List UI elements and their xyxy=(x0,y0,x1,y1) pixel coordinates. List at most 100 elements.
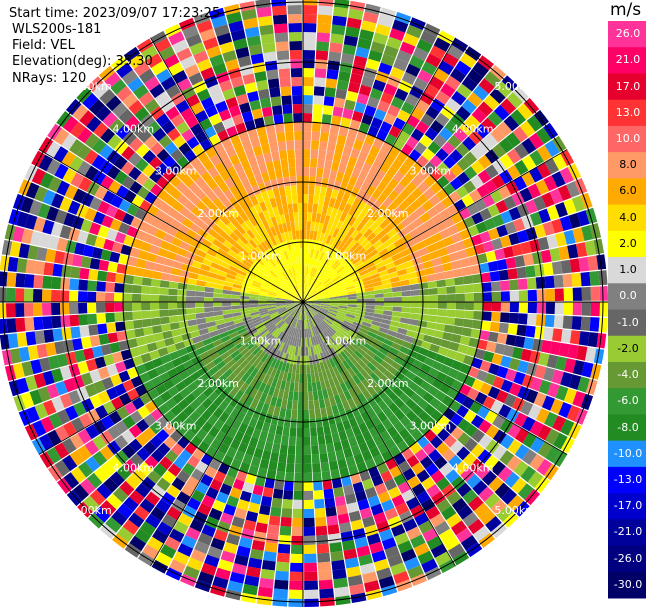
velocity-gate xyxy=(103,477,119,493)
velocity-gate xyxy=(598,270,608,286)
velocity-gate xyxy=(383,302,394,307)
velocity-gate xyxy=(375,422,387,435)
velocity-gate xyxy=(162,155,176,169)
velocity-gate xyxy=(393,420,405,433)
velocity-gate xyxy=(511,243,523,257)
velocity-gate xyxy=(589,223,602,240)
velocity-gate xyxy=(400,312,411,319)
velocity-gate xyxy=(56,180,70,196)
velocity-gate xyxy=(283,176,291,187)
velocity-gate xyxy=(236,238,246,248)
velocity-gate xyxy=(177,543,194,557)
velocity-gate xyxy=(138,372,151,384)
velocity-gate xyxy=(285,300,295,302)
velocity-gate xyxy=(350,592,367,604)
velocity-gate xyxy=(297,346,301,356)
velocity-gate xyxy=(363,365,374,376)
velocity-gate xyxy=(254,71,267,82)
velocity-gate xyxy=(310,318,316,327)
velocity-gate xyxy=(319,289,328,295)
velocity-gate xyxy=(60,302,70,315)
velocity-gate xyxy=(446,349,458,360)
velocity-gate xyxy=(276,253,283,264)
velocity-gate xyxy=(368,327,379,335)
velocity-gate xyxy=(291,258,296,268)
velocity-gate xyxy=(80,219,93,233)
velocity-gate xyxy=(395,263,406,272)
velocity-gate xyxy=(70,266,81,279)
velocity-gate xyxy=(325,328,334,337)
velocity-gate xyxy=(296,418,303,428)
azimuth-spoke xyxy=(302,37,456,303)
velocity-gate xyxy=(27,245,39,260)
velocity-gate xyxy=(155,255,166,265)
velocity-gate xyxy=(241,372,251,383)
velocity-gate xyxy=(124,401,137,415)
velocity-gate xyxy=(394,11,412,25)
velocity-gate xyxy=(324,316,334,324)
velocity-gate xyxy=(36,343,48,359)
velocity-gate xyxy=(227,269,238,277)
velocity-gate xyxy=(381,537,397,550)
velocity-gate xyxy=(517,278,528,290)
velocity-gate xyxy=(166,367,179,379)
velocity-gate xyxy=(198,351,210,361)
velocity-gate xyxy=(434,520,451,536)
velocity-gate xyxy=(355,333,366,341)
velocity-gate xyxy=(87,76,104,92)
velocity-gate xyxy=(88,324,99,336)
velocity-gate xyxy=(303,295,310,302)
velocity-gate xyxy=(249,251,259,260)
velocity-gate xyxy=(327,524,340,535)
velocity-gate xyxy=(325,350,332,360)
velocity-gate xyxy=(242,259,252,268)
velocity-gate xyxy=(323,318,331,326)
velocity-gate xyxy=(223,541,238,555)
velocity-gate xyxy=(335,316,345,323)
velocity-gate xyxy=(262,219,270,230)
velocity-gate xyxy=(271,327,279,336)
velocity-gate xyxy=(197,322,208,330)
velocity-gate xyxy=(527,471,544,488)
velocity-gate xyxy=(381,278,391,285)
velocity-gate xyxy=(386,228,398,239)
velocity-gate xyxy=(323,340,330,351)
velocity-gate xyxy=(369,541,384,554)
velocity-gate xyxy=(482,282,492,292)
velocity-gate xyxy=(511,477,527,494)
velocity-gate xyxy=(348,267,358,275)
velocity-gate xyxy=(308,266,313,276)
velocity-gate xyxy=(331,24,346,36)
velocity-gate xyxy=(502,246,515,259)
velocity-gate xyxy=(361,400,372,411)
velocity-gate xyxy=(278,342,285,352)
velocity-gate xyxy=(296,295,303,302)
velocity-gate xyxy=(463,216,476,229)
colorbar-unit: m/s xyxy=(610,0,642,20)
velocity-gate xyxy=(270,216,278,227)
velocity-gate xyxy=(313,86,325,97)
velocity-gate xyxy=(290,221,296,231)
velocity-gate xyxy=(487,227,500,241)
velocity-gate xyxy=(254,246,264,256)
velocity-gate xyxy=(21,228,34,244)
velocity-gate xyxy=(324,497,336,508)
velocity-gate xyxy=(546,234,559,249)
velocity-gate xyxy=(314,259,319,269)
velocity-gate xyxy=(223,503,237,516)
velocity-gate xyxy=(297,319,301,329)
velocity-gate xyxy=(189,194,201,206)
velocity-gate xyxy=(273,255,281,265)
velocity-gate xyxy=(84,132,100,149)
velocity-gate xyxy=(425,105,440,120)
velocity-gate xyxy=(16,211,29,228)
velocity-gate xyxy=(292,318,297,328)
velocity-gate xyxy=(312,268,318,278)
velocity-gate xyxy=(401,489,416,503)
velocity-gate xyxy=(201,397,213,410)
velocity-gate xyxy=(315,516,327,527)
velocity-gate xyxy=(461,327,472,337)
velocity-gate xyxy=(275,561,290,572)
velocity-gate xyxy=(78,413,93,428)
velocity-gate xyxy=(370,117,383,130)
